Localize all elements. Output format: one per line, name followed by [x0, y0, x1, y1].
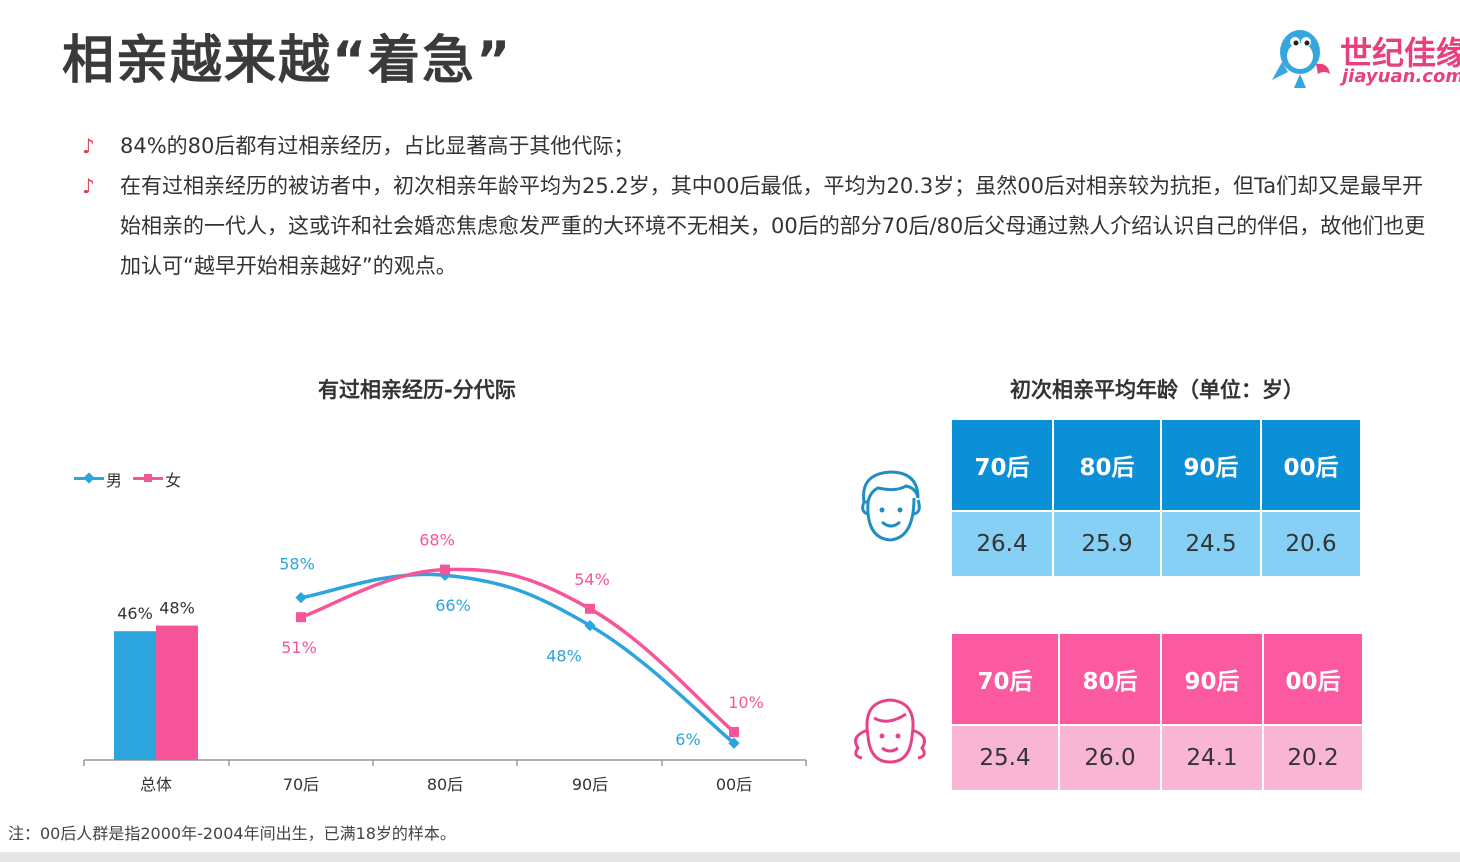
bullet-text: 84%的80后都有过相亲经历，占比显著高于其他代际； — [120, 134, 635, 158]
age-table-title: 初次相亲平均年龄（单位：岁） — [1010, 378, 1304, 402]
line-data-label: 58% — [279, 555, 315, 574]
music-note-icon: ♪ — [82, 174, 95, 198]
x-tick-label: 总体 — [140, 775, 172, 794]
line-data-label: 54% — [574, 570, 610, 589]
table-header-cell: 80后 — [1060, 634, 1160, 724]
table-cell: 24.5 — [1162, 512, 1260, 576]
table-header-cell: 90后 — [1162, 634, 1262, 724]
footnote: 注：00后人群是指2000年-2004年间出生，已满18岁的样本。 — [8, 824, 456, 843]
legend-male-label: 男 — [106, 470, 123, 490]
line-data-label: 51% — [281, 638, 317, 657]
legend-female-label: 女 — [165, 470, 182, 490]
page-title: 相亲越来越“着急” — [62, 31, 513, 91]
table-row: 26.4 25.9 24.5 20.6 — [952, 512, 1360, 576]
table-cell: 20.6 — [1262, 512, 1360, 576]
music-note-icon: ♪ — [82, 134, 95, 158]
x-tick-label: 80后 — [427, 775, 463, 794]
legend-male: 男 — [74, 467, 122, 491]
x-tick-label: 70后 — [283, 775, 319, 794]
legend-male-marker — [74, 472, 104, 484]
bullet-item: ♪ 在有过相亲经历的被访者中，初次相亲年龄平均为25.2岁，其中00后最低，平均… — [80, 166, 1440, 286]
jiayuan-logo: 世纪佳缘 jiayuan.com — [1270, 22, 1460, 94]
table-header-cell: 00后 — [1262, 420, 1360, 510]
line-data-label: 10% — [728, 693, 764, 712]
line-data-label: 6% — [675, 730, 700, 749]
legend-female: 女 — [133, 467, 181, 491]
bar-male — [114, 631, 156, 760]
table-cell: 20.2 — [1264, 726, 1362, 790]
male-age-table: 70后 80后 90后 00后 26.4 25.9 24.5 20.6 — [950, 418, 1362, 578]
table-cell: 25.9 — [1054, 512, 1160, 576]
point-female — [729, 727, 739, 737]
point-male — [295, 591, 307, 604]
point-male — [728, 737, 740, 749]
series-line-male — [300, 572, 736, 745]
x-tick-label: 90后 — [572, 775, 608, 794]
table-header-cell: 00后 — [1264, 634, 1362, 724]
line-data-label: 68% — [419, 531, 455, 550]
table-cell: 26.4 — [952, 512, 1052, 576]
bar-data-label: 46% — [117, 604, 153, 623]
table-header-cell: 80后 — [1054, 420, 1160, 510]
logo-text-en: jiayuan.com — [1342, 66, 1460, 87]
line-data-label: 66% — [435, 596, 471, 615]
table-cell: 26.0 — [1060, 726, 1160, 790]
point-male — [584, 619, 596, 632]
point-female — [296, 612, 306, 623]
table-header-cell: 70后 — [952, 420, 1052, 510]
point-female — [585, 603, 595, 614]
bottom-bar — [0, 852, 1460, 862]
legend-female-marker — [133, 474, 164, 482]
bar-female — [156, 625, 198, 760]
table-header-row: 70后 80后 90后 00后 — [952, 634, 1362, 724]
table-cell: 24.1 — [1162, 726, 1262, 790]
female-age-table: 70后 80后 90后 00后 25.4 26.0 24.1 20.2 — [950, 632, 1364, 792]
line-data-label: 48% — [546, 647, 582, 666]
table-row: 25.4 26.0 24.1 20.2 — [952, 726, 1362, 790]
table-header-row: 70后 80后 90后 00后 — [952, 420, 1360, 510]
bullet-item: ♪ 84%的80后都有过相亲经历，占比显著高于其他代际； — [80, 126, 1440, 166]
table-header-cell: 90后 — [1162, 420, 1260, 510]
logo-text-cn: 世纪佳缘 — [1340, 34, 1460, 72]
mascot-icon — [1272, 30, 1330, 88]
male-face-icon — [861, 470, 921, 542]
bullet-list: ♪ 84%的80后都有过相亲经历，占比显著高于其他代际； ♪ 在有过相亲经历的被… — [80, 126, 1440, 286]
female-face-icon — [854, 698, 926, 764]
generation-chart: 总体 70后 80后 90后 00后 46% 48% 58% 66% 48% 6% 51% 68% 54%… — [83, 531, 807, 794]
bullet-text: 在有过相亲经历的被访者中，初次相亲年龄平均为25.2岁，其中00后最低，平均为2… — [120, 174, 1426, 278]
bar-data-label: 48% — [159, 599, 195, 618]
line-chart-title: 有过相亲经历-分代际 — [318, 378, 516, 402]
table-cell: 25.4 — [952, 726, 1058, 790]
x-tick-label: 00后 — [716, 775, 752, 794]
chart-legend: 男 女 — [74, 465, 187, 491]
series-line-female — [300, 567, 736, 734]
point-female — [440, 564, 450, 575]
table-header-cell: 70后 — [952, 634, 1058, 724]
